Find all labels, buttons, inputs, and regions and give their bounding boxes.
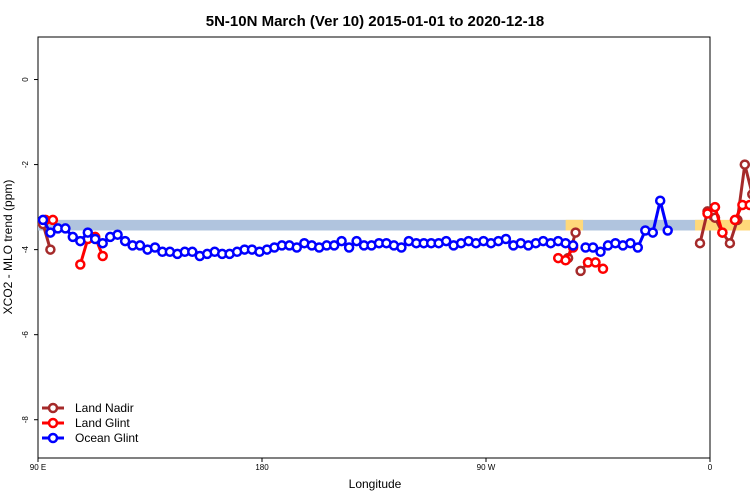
x-tick-label: 90 E	[30, 463, 46, 472]
x-tick-label: 180	[255, 463, 269, 472]
y-tick-label: 0	[21, 77, 30, 82]
data-point	[75, 235, 86, 247]
ocean-band	[38, 219, 710, 231]
data-point	[709, 201, 721, 213]
y-tick-label: -4	[21, 246, 30, 254]
data-point	[632, 242, 644, 253]
legend-marker	[47, 402, 59, 414]
data-point	[45, 244, 56, 255]
data-point	[328, 240, 340, 251]
data-point	[291, 242, 303, 253]
data-point	[654, 195, 666, 206]
y-tick-label: -2	[21, 160, 30, 168]
data-point	[560, 255, 571, 266]
data-point	[119, 235, 131, 247]
data-point	[570, 227, 581, 238]
legend-item: Ocean Glint	[42, 431, 139, 445]
plot-area	[37, 36, 750, 459]
background-band	[38, 219, 750, 231]
legend-item: Land Glint	[42, 416, 130, 430]
data-point	[60, 223, 71, 234]
x-tick-label: 0	[708, 463, 713, 472]
data-point	[662, 225, 673, 236]
data-point	[396, 242, 407, 253]
data-point	[45, 227, 56, 238]
legend-label: Land Glint	[75, 416, 130, 430]
data-point	[351, 235, 362, 247]
land-band-segment	[565, 219, 584, 231]
legend-item: Land Nadir	[42, 401, 134, 415]
series-ocean-glint	[37, 195, 673, 262]
plot-frame	[37, 36, 711, 459]
data-point	[336, 235, 347, 247]
data-point	[724, 237, 736, 249]
data-point	[89, 233, 101, 245]
legend-marker	[47, 417, 59, 429]
data-point	[149, 242, 161, 253]
data-point	[595, 246, 606, 258]
x-axis-label: Longitude	[349, 477, 402, 491]
x-tick-label: 90 W	[477, 463, 496, 472]
data-point	[647, 227, 659, 238]
data-point	[75, 259, 86, 270]
data-point	[112, 229, 123, 240]
data-point	[37, 214, 49, 226]
data-point	[744, 199, 750, 211]
data-point	[590, 257, 601, 268]
data-point	[597, 263, 609, 275]
data-point	[47, 214, 59, 226]
y-tick-label: -6	[21, 331, 30, 339]
series-layer	[37, 159, 750, 277]
legend-marker	[47, 432, 59, 444]
data-point	[82, 227, 94, 238]
data-point	[440, 235, 452, 247]
series-land-nadir	[37, 159, 750, 277]
data-point	[343, 242, 355, 253]
data-point	[625, 237, 636, 249]
series-line	[733, 203, 750, 221]
data-point	[739, 159, 750, 170]
data-point	[694, 237, 706, 249]
chart-title: 5N-10N March (Ver 10) 2015-01-01 to 2020…	[206, 13, 545, 30]
data-point	[97, 237, 108, 249]
data-point	[500, 233, 512, 245]
data-point	[575, 265, 586, 277]
data-point	[729, 214, 741, 226]
legend-label: Ocean Glint	[75, 431, 139, 445]
data-point	[717, 227, 728, 238]
data-point	[187, 246, 198, 258]
data-point	[567, 240, 579, 251]
legend-label: Land Nadir	[75, 401, 134, 415]
y-tick-label: -8	[21, 416, 30, 424]
y-axis: 0 -2 -4 -6 -8	[21, 77, 38, 424]
data-point	[97, 250, 108, 262]
data-point	[702, 208, 713, 219]
land-band-segment	[695, 219, 750, 231]
data-point	[134, 240, 146, 251]
data-point	[587, 242, 599, 253]
data-point	[67, 231, 79, 243]
y-axis-label: XCO2 - MLO trend (ppm)	[1, 180, 15, 315]
